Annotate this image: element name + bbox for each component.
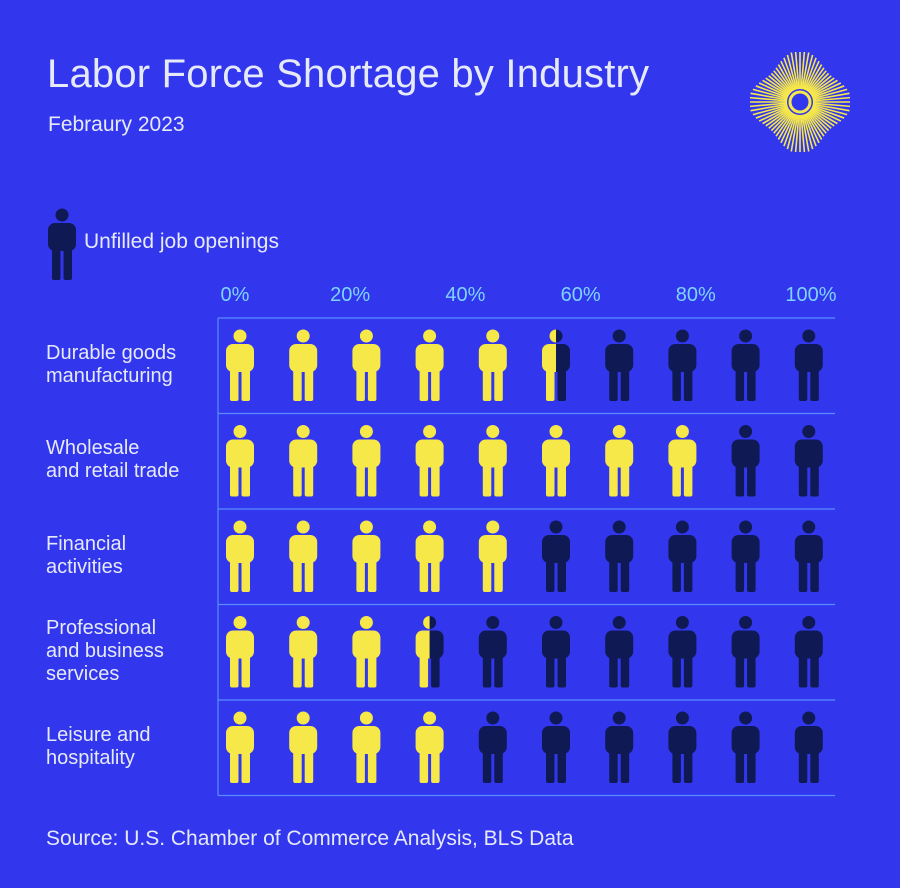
person-icon — [352, 616, 381, 688]
person-icon — [542, 616, 570, 688]
x-tick-label: 60% — [560, 284, 601, 306]
category-label: Professional and business services — [46, 616, 164, 685]
source-note: Source: U.S. Chamber of Commerce Analysi… — [46, 827, 574, 850]
person-icon — [415, 616, 444, 688]
x-tick-label: 20% — [330, 284, 371, 306]
x-tick-label: 80% — [675, 284, 716, 306]
person-icon — [478, 520, 507, 592]
person-icon — [668, 520, 697, 592]
person-icon — [478, 425, 507, 497]
person-icon — [289, 520, 318, 592]
person-icon — [415, 329, 444, 401]
person-icon — [731, 711, 760, 783]
person-icon — [542, 329, 570, 401]
person-icon — [605, 329, 634, 401]
person-icon — [668, 425, 697, 497]
person-icon — [794, 520, 823, 592]
person-icon — [226, 616, 254, 688]
person-icon — [415, 520, 444, 592]
category-label: Durable goods manufacturing — [46, 341, 177, 387]
person-icon — [226, 711, 254, 783]
person-icon — [478, 616, 507, 688]
person-icon — [731, 329, 760, 401]
category-label: Leisure and hospitality — [46, 723, 151, 769]
x-tick-label: 0% — [220, 284, 250, 306]
person-icon — [794, 711, 823, 783]
person-icon — [794, 425, 823, 497]
person-icon — [794, 616, 823, 688]
person-icon — [226, 329, 254, 401]
person-icon — [668, 329, 697, 401]
category-label: Wholesale and retail trade — [46, 437, 180, 483]
chart-subtitle: Febraury 2023 — [48, 113, 185, 136]
person-icon — [605, 711, 634, 783]
person-icon — [415, 425, 444, 497]
legend-label: Unfilled job openings — [84, 230, 279, 253]
person-icon — [542, 425, 570, 497]
person-icon — [226, 520, 254, 592]
person-icon — [352, 425, 381, 497]
person-icon — [605, 616, 634, 688]
person-icon — [289, 616, 318, 688]
person-icon — [352, 711, 381, 783]
person-icon — [478, 329, 507, 401]
person-icon — [542, 711, 570, 783]
person-icon — [794, 329, 823, 401]
person-icon — [415, 711, 444, 783]
person-icon — [731, 616, 760, 688]
person-icon — [668, 711, 697, 783]
sunburst-logo-icon — [750, 52, 850, 152]
person-icon — [731, 520, 760, 592]
person-icon — [668, 616, 697, 688]
x-tick-label: 40% — [445, 284, 486, 306]
person-icon — [605, 425, 634, 497]
person-icon — [352, 329, 381, 401]
x-axis-ticks: 0% 20% 40% 60% 80% 100% — [0, 284, 900, 314]
category-label: Financial activities — [46, 532, 127, 578]
person-icon — [478, 711, 507, 783]
person-icon — [289, 711, 318, 783]
person-icon — [352, 520, 381, 592]
person-icon — [48, 208, 76, 280]
person-icon — [289, 425, 318, 497]
person-icon — [605, 520, 634, 592]
person-icon — [731, 425, 760, 497]
person-icon — [226, 425, 254, 497]
chart-title: Labor Force Shortage by Industry — [47, 52, 650, 96]
x-tick-label: 100% — [785, 284, 837, 306]
person-icon — [542, 520, 570, 592]
person-icon — [289, 329, 318, 401]
